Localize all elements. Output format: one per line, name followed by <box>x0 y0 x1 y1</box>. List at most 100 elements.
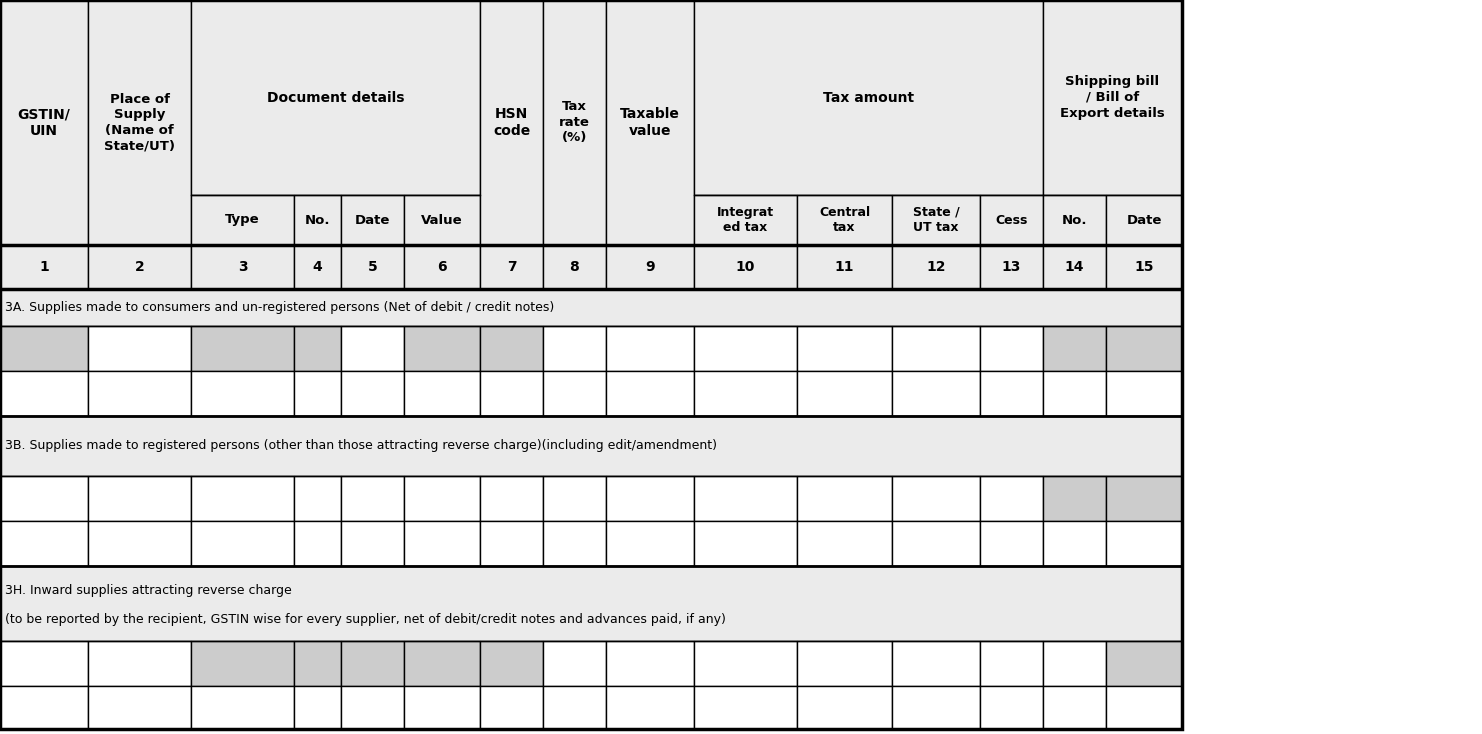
Bar <box>892 641 980 686</box>
Text: 7: 7 <box>507 260 516 274</box>
Bar <box>892 326 980 371</box>
Bar <box>542 371 606 416</box>
Text: 10: 10 <box>735 260 756 274</box>
Bar <box>480 521 542 566</box>
Text: Tax amount: Tax amount <box>823 90 914 104</box>
Text: 14: 14 <box>1064 260 1085 274</box>
Bar <box>341 641 405 686</box>
Bar <box>191 641 293 686</box>
Text: 3B. Supplies made to registered persons (other than those attracting reverse cha: 3B. Supplies made to registered persons … <box>4 440 717 452</box>
Bar <box>405 245 480 289</box>
Bar <box>0 686 87 729</box>
Text: Place of
Supply
(Name of
State/UT): Place of Supply (Name of State/UT) <box>104 92 175 152</box>
Bar <box>980 326 1043 371</box>
Bar <box>0 245 87 289</box>
Bar <box>191 0 480 195</box>
Bar <box>694 521 797 566</box>
Bar <box>606 0 694 245</box>
Bar <box>191 686 293 729</box>
Bar <box>0 0 1183 245</box>
Bar <box>341 521 405 566</box>
Text: No.: No. <box>1061 214 1088 227</box>
Bar <box>980 476 1043 521</box>
Bar <box>405 641 480 686</box>
Bar <box>0 371 87 416</box>
Bar <box>797 195 892 245</box>
Text: 4: 4 <box>313 260 323 274</box>
Bar <box>293 245 341 289</box>
Text: 15: 15 <box>1134 260 1154 274</box>
Bar <box>797 326 892 371</box>
Bar <box>606 371 694 416</box>
Bar <box>341 195 405 245</box>
Bar <box>293 195 341 245</box>
Bar <box>480 476 542 521</box>
Bar <box>542 0 606 245</box>
Bar <box>191 371 293 416</box>
Bar <box>480 371 542 416</box>
Bar <box>0 521 87 566</box>
Bar <box>980 245 1043 289</box>
Text: Tax
rate
(%): Tax rate (%) <box>559 101 590 145</box>
Bar <box>606 326 694 371</box>
Bar <box>1043 686 1106 729</box>
Bar <box>87 371 191 416</box>
Bar <box>0 0 1183 729</box>
Bar <box>1043 245 1106 289</box>
Bar <box>694 245 797 289</box>
Bar <box>191 521 293 566</box>
Bar <box>694 641 797 686</box>
Bar <box>191 326 293 371</box>
Bar <box>694 686 797 729</box>
Text: Integrat
ed tax: Integrat ed tax <box>717 206 774 234</box>
Bar <box>1043 195 1106 245</box>
Bar <box>341 326 405 371</box>
Text: 8: 8 <box>569 260 579 274</box>
Bar <box>1106 521 1183 566</box>
Text: Shipping bill
/ Bill of
Export details: Shipping bill / Bill of Export details <box>1060 76 1165 120</box>
Bar <box>694 371 797 416</box>
Bar <box>542 521 606 566</box>
Bar <box>87 641 191 686</box>
Bar <box>1106 195 1183 245</box>
Bar <box>87 0 191 245</box>
Bar <box>542 326 606 371</box>
Bar <box>87 476 191 521</box>
Bar <box>892 195 980 245</box>
Bar <box>480 686 542 729</box>
Bar <box>405 686 480 729</box>
Bar <box>694 476 797 521</box>
Text: 2: 2 <box>135 260 144 274</box>
Bar <box>797 521 892 566</box>
Bar <box>0 416 1183 476</box>
Text: Taxable
value: Taxable value <box>619 107 680 138</box>
Bar <box>980 371 1043 416</box>
Bar <box>341 686 405 729</box>
Bar <box>980 521 1043 566</box>
Text: Document details: Document details <box>267 90 405 104</box>
Bar <box>606 245 694 289</box>
Bar <box>293 521 341 566</box>
Bar <box>694 0 1043 195</box>
Bar <box>542 686 606 729</box>
Bar <box>341 476 405 521</box>
Text: 6: 6 <box>437 260 446 274</box>
Bar <box>1043 521 1106 566</box>
Bar <box>892 521 980 566</box>
Bar <box>1106 476 1183 521</box>
Bar <box>892 371 980 416</box>
Bar <box>1043 641 1106 686</box>
Bar <box>542 641 606 686</box>
Text: Value: Value <box>421 214 462 227</box>
Bar <box>1043 326 1106 371</box>
Bar <box>1043 476 1106 521</box>
Text: 3A. Supplies made to consumers and un-registered persons (Net of debit / credit : 3A. Supplies made to consumers and un-re… <box>4 301 554 314</box>
Bar <box>480 0 542 245</box>
Bar <box>0 566 1183 641</box>
Bar <box>1106 245 1183 289</box>
Bar <box>405 326 480 371</box>
Text: 9: 9 <box>645 260 655 274</box>
Bar <box>542 245 606 289</box>
Bar <box>1106 326 1183 371</box>
Bar <box>980 641 1043 686</box>
